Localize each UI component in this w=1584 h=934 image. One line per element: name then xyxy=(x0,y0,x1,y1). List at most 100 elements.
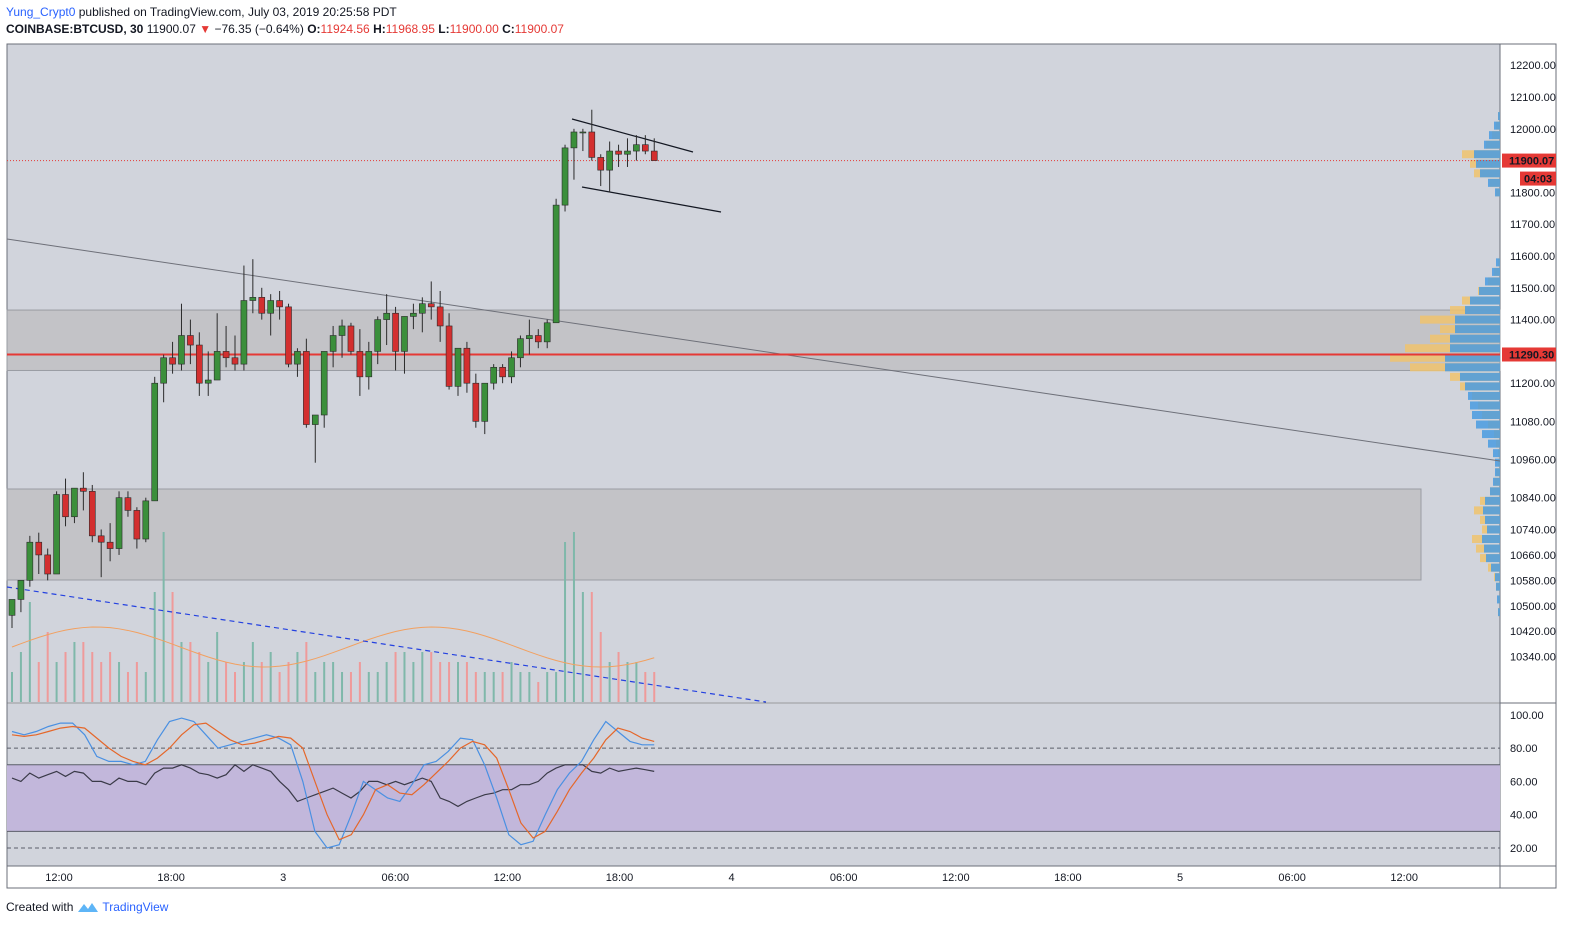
candle-down xyxy=(97,535,105,543)
volume-bar xyxy=(403,652,406,702)
volume-profile-down-bar xyxy=(1468,391,1500,400)
price-tick-label: 10840.00 xyxy=(1510,493,1556,505)
volume-profile-down-bar xyxy=(1488,178,1500,187)
volume-profile-down-bar xyxy=(1465,306,1500,315)
candle-down xyxy=(133,510,141,540)
volume-bar xyxy=(109,652,112,702)
candle-up xyxy=(454,347,462,387)
candle-down xyxy=(499,366,506,378)
support-price-badge xyxy=(1502,347,1556,362)
candle-up xyxy=(311,414,319,425)
low-label: L: xyxy=(438,22,450,36)
published-text: published on TradingView.com, July 03, 2… xyxy=(78,5,397,19)
volume-profile-down-bar xyxy=(1465,382,1500,391)
volume-profile-down-bar xyxy=(1460,372,1500,381)
volume-bar xyxy=(278,672,281,702)
volume-bar xyxy=(367,672,370,702)
candle-down xyxy=(44,554,51,575)
candle-down xyxy=(80,487,87,492)
candle-down xyxy=(463,347,471,384)
volume-bar xyxy=(510,662,513,702)
volume-bar xyxy=(11,672,13,702)
volume-profile-down-bar xyxy=(1482,535,1500,544)
candle-up xyxy=(526,335,533,339)
price-tick-label: 10740.00 xyxy=(1510,524,1556,536)
candle-up xyxy=(543,322,551,343)
volume-bar xyxy=(465,662,468,702)
close-label: C: xyxy=(502,22,515,36)
volume-bar xyxy=(572,532,575,702)
volume-bar xyxy=(564,542,567,702)
symbol-label: COINBASE:BTCUSD, 30 xyxy=(6,22,144,36)
volume-bar xyxy=(439,662,442,702)
volume-bar xyxy=(305,642,308,702)
tradingview-icon xyxy=(78,903,99,912)
rsi-band xyxy=(7,764,1500,832)
candle-up xyxy=(624,150,631,155)
volume-profile-down-bar xyxy=(1445,363,1500,372)
volume-bar xyxy=(28,602,31,702)
price-tick-label: 12000.00 xyxy=(1510,124,1556,136)
candle-up xyxy=(338,325,346,336)
volume-bar xyxy=(519,672,522,702)
candle-down xyxy=(88,491,96,537)
volume-profile-down-bar xyxy=(1495,468,1500,477)
candle-down xyxy=(62,494,69,518)
high-value: 11968.95 xyxy=(385,22,435,36)
volume-bar xyxy=(448,662,451,702)
candle-down xyxy=(231,357,239,365)
price-tick-label: 11800.00 xyxy=(1510,187,1555,199)
volume-profile-down-bar xyxy=(1498,608,1500,617)
candle-down xyxy=(285,306,292,365)
candle-up xyxy=(17,580,25,600)
price-tick-label: 11600.00 xyxy=(1510,251,1555,263)
volume-profile-down-bar xyxy=(1450,334,1500,343)
time-tick-label: 12:00 xyxy=(494,872,522,884)
volume-bar xyxy=(118,662,121,702)
price-tick-label: 10420.00 xyxy=(1510,626,1556,638)
candle-up xyxy=(160,357,167,384)
volume-bar xyxy=(581,592,584,702)
volume-bar xyxy=(528,672,531,702)
volume-bar xyxy=(608,662,611,702)
volume-bar xyxy=(555,672,558,702)
price-tick-label: 11500.00 xyxy=(1510,283,1555,295)
volume-profile-down-bar xyxy=(1455,325,1500,334)
down-arrow-icon: ▼ xyxy=(199,22,212,36)
candle-down xyxy=(106,541,114,549)
created-with-text: Created with xyxy=(6,900,74,914)
candle-down xyxy=(222,351,230,359)
rsi-line xyxy=(11,763,655,808)
price-tick-label: 11700.00 xyxy=(1510,219,1555,231)
candle-up xyxy=(115,497,123,549)
publish-line: Yung_Crypt0 published on TradingView.com… xyxy=(6,5,397,19)
price-tick-label: 12100.00 xyxy=(1510,92,1556,104)
rsi-tick-label: 80.00 xyxy=(1510,743,1538,755)
volume-profile-down-bar xyxy=(1482,430,1500,439)
price-tick-label: 11200.00 xyxy=(1510,378,1555,390)
candle-up xyxy=(606,150,613,171)
price-tick-label: 10660.00 xyxy=(1510,550,1556,562)
volume-profile-down-bar xyxy=(1476,420,1500,429)
candle-up xyxy=(204,379,212,384)
candle-up xyxy=(481,382,489,422)
volume-bar xyxy=(483,672,486,702)
volume-profile-down-bar xyxy=(1484,140,1500,149)
author-link[interactable]: Yung_Crypt0 xyxy=(6,5,76,19)
tradingview-logo[interactable]: TradingView xyxy=(77,900,168,914)
candle-up xyxy=(240,300,248,365)
countdown-badge xyxy=(1520,171,1556,186)
last-price-badge xyxy=(1502,153,1556,168)
candle-up xyxy=(249,297,257,301)
volume-bar xyxy=(385,662,388,702)
candle-down xyxy=(196,344,203,384)
volume-bar xyxy=(314,672,317,702)
time-tick-label: 06:00 xyxy=(830,872,858,884)
volume-bar xyxy=(162,532,165,702)
price-tick-label: 10500.00 xyxy=(1510,601,1556,613)
volume-bar xyxy=(144,672,147,702)
candle-down xyxy=(347,325,355,352)
volume-bar xyxy=(180,642,183,702)
candle-down xyxy=(124,497,132,511)
